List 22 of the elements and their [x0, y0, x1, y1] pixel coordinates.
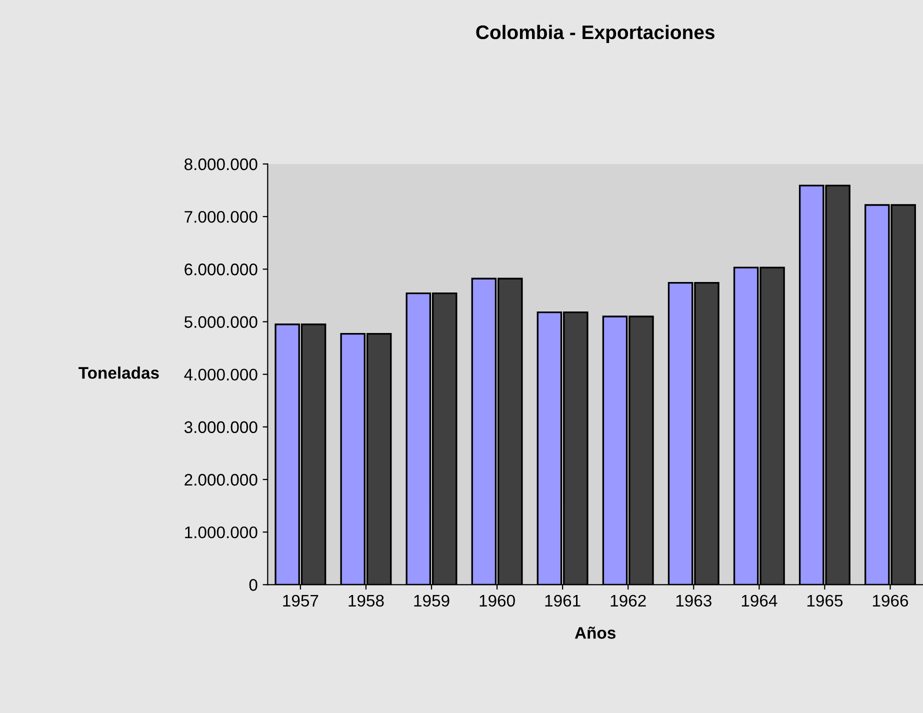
y-tick-label: 0: [249, 579, 258, 591]
x-tick-label: 1957: [283, 594, 318, 607]
y-tick-label: 3.000.000: [184, 421, 258, 434]
x-tick-label: 1959: [414, 594, 450, 607]
y-tick-label: 4.000.000: [184, 368, 258, 381]
chart-title: Colombia - Exportaciones: [476, 24, 714, 44]
x-axis-title: Años: [574, 626, 616, 639]
x-tick-label: 1960: [480, 594, 515, 607]
x-tick-label: 1961: [545, 594, 580, 607]
x-tick-label: 1966: [872, 594, 908, 607]
x-tick-label: 1965: [807, 594, 843, 607]
y-tick-label: 6.000.000: [184, 264, 258, 276]
y-tick-label: 2.000.000: [184, 474, 258, 486]
x-tick-label: 1963: [676, 594, 712, 607]
x-tick-label: 1964: [742, 594, 778, 607]
y-tick-label: 8.000.000: [184, 158, 258, 170]
y-axis-title: Toneladas: [78, 366, 159, 379]
y-tick-label: 7.000.000: [184, 210, 258, 223]
y-tick-label: 1.000.000: [185, 526, 258, 538]
y-tick-label: 5.000.000: [184, 316, 258, 328]
x-tick-label: 1958: [348, 594, 384, 607]
x-tick-label: 1962: [610, 594, 646, 607]
